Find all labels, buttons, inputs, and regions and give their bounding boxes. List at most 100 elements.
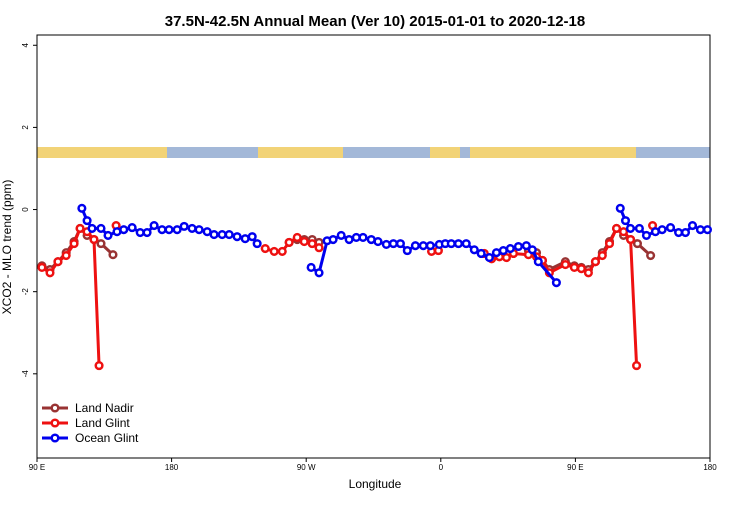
point <box>87 223 97 233</box>
point <box>425 241 435 251</box>
land <box>470 147 636 158</box>
point <box>583 268 593 278</box>
point <box>641 230 651 240</box>
point <box>187 223 197 233</box>
point <box>94 361 104 371</box>
point <box>202 227 212 237</box>
point <box>45 268 55 278</box>
point <box>590 257 600 267</box>
y-tick-label: 2 <box>21 125 30 130</box>
point <box>604 239 615 249</box>
point <box>505 244 515 254</box>
y-tick-label: -4 <box>21 370 30 378</box>
point <box>119 225 129 235</box>
point <box>61 250 71 261</box>
point <box>232 232 242 242</box>
point <box>469 245 479 255</box>
point <box>418 241 428 251</box>
point <box>194 225 204 235</box>
y-axis-label: XCO2 - MLO trend (ppm) <box>0 180 14 315</box>
point <box>164 225 174 235</box>
point <box>687 221 698 231</box>
point <box>247 232 257 242</box>
point <box>695 225 705 235</box>
point <box>284 237 294 247</box>
point <box>149 221 159 231</box>
point <box>665 223 676 233</box>
point <box>501 253 512 263</box>
point <box>103 230 113 240</box>
point <box>569 262 579 272</box>
x-tick-label: 90 E <box>29 463 45 472</box>
point <box>75 223 85 233</box>
legend-label: Ocean Glint <box>75 431 139 445</box>
point <box>634 223 644 233</box>
point <box>299 237 309 247</box>
point <box>626 234 636 245</box>
series <box>37 221 658 371</box>
point <box>551 278 561 288</box>
series-line <box>41 226 101 366</box>
point <box>53 257 63 267</box>
legend-label: Land Glint <box>75 416 130 430</box>
point <box>560 260 570 270</box>
point <box>388 239 398 249</box>
x-tick-label: 180 <box>703 463 717 472</box>
point <box>702 225 713 235</box>
point <box>77 203 87 213</box>
point <box>521 241 531 251</box>
point <box>82 216 92 226</box>
legend-label: Land Nadir <box>75 401 134 415</box>
point <box>135 227 145 238</box>
y-tick-label: 4 <box>21 42 30 47</box>
land <box>37 147 167 158</box>
point <box>674 227 684 238</box>
point <box>69 239 79 249</box>
point <box>381 239 391 249</box>
point <box>527 245 537 255</box>
point <box>306 262 316 272</box>
point <box>314 243 324 253</box>
point <box>240 234 250 244</box>
point <box>513 241 523 252</box>
x-tick-label: 90 E <box>567 463 583 472</box>
point <box>172 225 182 235</box>
y-tick-label: -2 <box>21 288 30 296</box>
point <box>328 234 338 245</box>
point <box>625 223 635 233</box>
series <box>77 203 713 288</box>
point <box>446 239 456 249</box>
point <box>632 361 642 371</box>
point <box>358 232 368 243</box>
point <box>657 225 667 235</box>
point <box>307 239 317 249</box>
point <box>260 244 270 254</box>
land <box>258 147 343 158</box>
point <box>108 250 118 260</box>
point <box>619 227 629 237</box>
point <box>498 246 508 256</box>
x-tick-label: 90 W <box>297 463 316 472</box>
point <box>615 203 625 213</box>
point <box>484 253 494 263</box>
point <box>252 239 262 249</box>
point <box>37 262 47 272</box>
point <box>179 221 189 231</box>
legend-marker <box>50 433 60 443</box>
chart-title: 37.5N-42.5N Annual Mean (Ver 10) 2015-01… <box>165 13 585 30</box>
x-axis-label: Longitude <box>349 477 402 491</box>
point <box>224 230 234 240</box>
point <box>410 241 420 251</box>
x-tick-label: 180 <box>165 463 179 472</box>
point <box>597 250 607 261</box>
point <box>336 230 346 240</box>
point <box>209 230 219 240</box>
point <box>395 239 405 249</box>
point <box>632 239 643 249</box>
x-tick-label: 0 <box>439 463 444 472</box>
legend-marker <box>50 403 60 413</box>
point <box>89 234 99 245</box>
point <box>620 216 631 226</box>
